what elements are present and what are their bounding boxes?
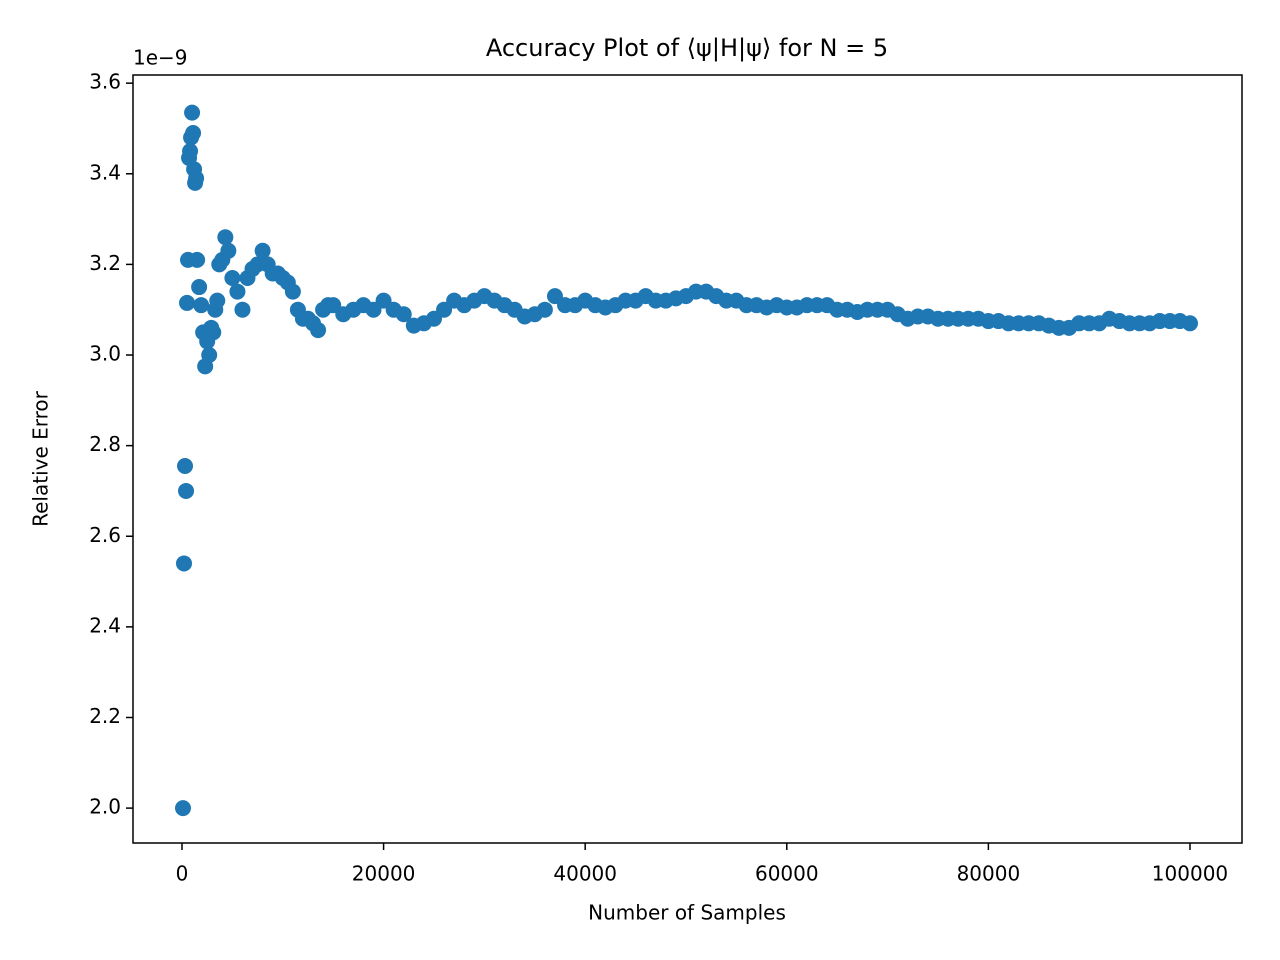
point [209,292,226,309]
x-tick-label: 100000 [1152,862,1228,886]
point [205,324,222,341]
x-tick-label: 80000 [957,862,1021,886]
point [201,347,218,364]
y-tick-label: 2.0 [89,795,121,819]
point [234,301,251,318]
point [254,242,271,259]
point [284,283,301,300]
point [174,800,191,817]
x-tick-label: 0 [176,862,189,886]
y-tick-label: 3.6 [89,70,121,94]
point [193,297,210,314]
point [184,104,201,121]
y-tick-label: 2.2 [89,704,121,728]
x-axis-label: Number of Samples [588,901,786,925]
point [182,143,199,160]
point [178,482,195,499]
point [176,555,193,572]
point [177,458,194,475]
point [224,269,241,286]
y-tick-label: 2.8 [89,432,121,456]
y-tick-label: 3.2 [89,251,121,275]
y-tick-label: 2.6 [89,523,121,547]
point [179,294,196,311]
y-offset-label: 1e−9 [133,46,188,70]
point [188,170,205,187]
point [185,124,202,141]
point [310,322,327,339]
chart-title: Accuracy Plot of ⟨ψ|H|ψ⟩ for N = 5 [486,34,888,62]
x-tick-label: 40000 [553,862,617,886]
y-axis-label: Relative Error [29,390,53,527]
point [229,283,246,300]
scatter-points [174,104,1198,817]
point [395,306,412,323]
point [1181,315,1198,332]
y-tick-label: 3.4 [89,160,121,184]
point [220,242,237,259]
plot-frame [132,74,1243,844]
point [217,229,234,246]
point [189,251,206,268]
y-tick-label: 3.0 [89,342,121,366]
point [536,301,553,318]
x-tick-label: 60000 [755,862,819,886]
y-tick-label: 2.4 [89,613,121,637]
point [191,279,208,296]
x-tick-label: 20000 [352,862,416,886]
